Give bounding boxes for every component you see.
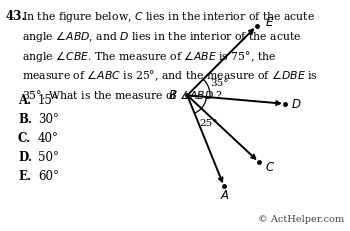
Text: A.: A. xyxy=(18,94,31,106)
Text: 35°: 35° xyxy=(210,78,229,87)
Text: B.: B. xyxy=(18,112,32,125)
Text: 30°: 30° xyxy=(38,112,59,125)
Text: 60°: 60° xyxy=(38,169,59,182)
Text: E.: E. xyxy=(18,169,31,182)
Text: $\mathit{A}$: $\mathit{A}$ xyxy=(220,188,230,201)
Text: © ActHelper.com: © ActHelper.com xyxy=(258,214,344,223)
Text: $\mathit{E}$: $\mathit{E}$ xyxy=(265,16,274,29)
Text: In the figure below, $C$ lies in the interior of the acute
angle $\angle ABD$, a: In the figure below, $C$ lies in the int… xyxy=(22,10,318,101)
Text: 40°: 40° xyxy=(38,131,59,144)
Text: 25°: 25° xyxy=(199,119,218,128)
Text: C.: C. xyxy=(18,131,31,144)
Text: $\mathit{C}$: $\mathit{C}$ xyxy=(265,160,275,173)
Text: 15°: 15° xyxy=(38,94,59,106)
Text: D.: D. xyxy=(18,150,32,163)
Text: $\mathit{D}$: $\mathit{D}$ xyxy=(291,98,301,111)
Text: 43.: 43. xyxy=(6,10,27,23)
Text: 50°: 50° xyxy=(38,150,59,163)
Text: $B$: $B$ xyxy=(168,88,177,101)
